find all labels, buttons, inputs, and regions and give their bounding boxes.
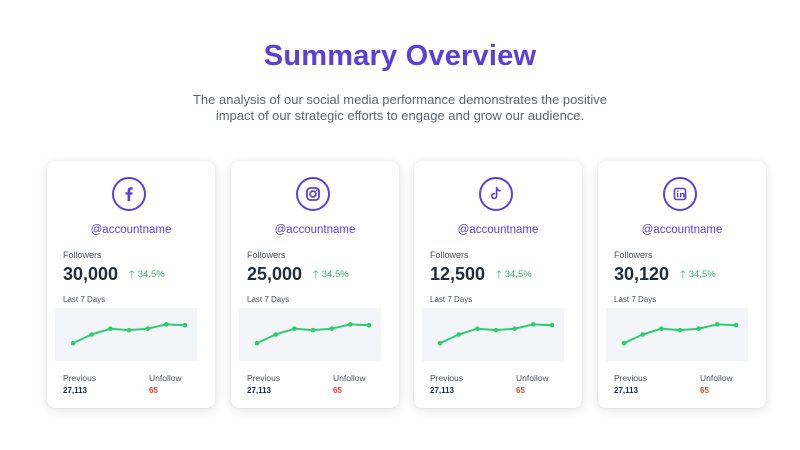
trend-point [108,326,113,331]
trend-point [456,332,461,337]
trend-point [366,322,372,328]
trend-point [329,326,334,331]
trend-point [70,340,76,346]
previous-label: Previous [430,373,464,383]
trend-chart [55,308,197,361]
previous-label: Previous [63,373,97,383]
instagram-icon[interactable] [296,177,330,211]
arrow-up-icon: 🡑 [129,268,135,281]
unfollow-label: Unfollow [149,373,182,383]
trend-point [273,332,278,337]
account-handle[interactable]: @accountname [457,224,539,236]
trend-point [640,332,645,337]
followers-count: 30,120 [614,264,670,284]
trend-point [696,326,701,331]
trend-point [531,322,536,327]
tiktok-icon[interactable] [479,177,513,211]
arrow-up-icon: 🡑 [496,268,502,281]
trend-point [164,322,169,327]
previous-value: 27,113 [430,386,455,395]
trend-svg [254,322,372,346]
trend-chart [606,308,748,361]
unfollow-label: Unfollow [700,373,733,383]
growth-value: 34,5% [321,269,349,280]
followers-count: 30,000 [63,264,119,284]
previous-value: 27,113 [247,386,272,395]
card-linkedin: @accountname Followers 30,120 🡑 34,5% La… [598,161,766,408]
unfollow-value: 65 [516,386,525,395]
unfollow-label: Unfollow [333,373,366,383]
previous-value: 27,113 [63,386,88,395]
growth-value: 34,5% [137,269,165,280]
followers-count: 25,000 [247,264,303,284]
trend-point [475,326,480,331]
trend-svg [70,322,188,346]
trend-point [512,326,517,331]
trend-point [182,322,188,328]
growth-value: 34,5% [504,269,532,280]
trend-point [677,327,683,333]
trend-point [348,322,353,327]
facebook-icon[interactable] [112,177,146,211]
trend-point [437,340,443,346]
last7-label: Last 7 Days [247,295,290,304]
followers-label: Followers [430,250,469,260]
previous-label: Previous [247,373,281,383]
trend-point [715,322,720,327]
last7-label: Last 7 Days [430,295,473,304]
card-facebook: @accountname Followers 30,000 🡑 34,5% La… [47,161,215,408]
followers-label: Followers [63,250,102,260]
arrow-up-icon: 🡑 [313,268,319,281]
previous-value: 27,113 [614,386,639,395]
growth-indicator: 🡑 34,5% [680,269,716,280]
growth-value: 34,5% [688,269,716,280]
unfollow-value: 65 [333,386,342,395]
account-handle[interactable]: @accountname [641,224,723,236]
trend-point [621,340,627,346]
account-handle[interactable]: @accountname [90,224,172,236]
trend-point [493,327,499,333]
growth-indicator: 🡑 34,5% [129,269,165,280]
trend-svg [621,322,739,346]
card-tiktok: @accountname Followers 12,500 🡑 34,5% La… [414,161,582,408]
page-title: Summary Overview [263,40,537,72]
trend-point [89,332,94,337]
growth-indicator: 🡑 34,5% [496,269,532,280]
followers-label: Followers [247,250,286,260]
trend-point [659,326,664,331]
last7-label: Last 7 Days [614,295,657,304]
unfollow-value: 65 [149,386,158,395]
trend-chart [239,308,381,361]
unfollow-value: 65 [700,386,709,395]
trend-chart [422,308,564,361]
cards-row: @accountname Followers 30,000 🡑 34,5% La… [47,161,767,408]
growth-indicator: 🡑 34,5% [313,269,349,280]
previous-label: Previous [614,373,648,383]
trend-point [145,326,150,331]
last7-label: Last 7 Days [63,295,106,304]
card-instagram: @accountname Followers 25,000 🡑 34,5% La… [231,161,399,408]
trend-point [254,340,260,346]
trend-point [733,322,739,328]
account-handle[interactable]: @accountname [274,224,356,236]
page-subtitle: The analysis of our social media perform… [192,92,608,123]
followers-count: 12,500 [430,264,486,284]
trend-point [310,327,316,333]
trend-point [549,322,555,328]
unfollow-label: Unfollow [516,373,549,383]
linkedin-icon[interactable] [663,177,697,211]
trend-point [126,327,132,333]
trend-point [292,326,297,331]
trend-svg [437,322,555,346]
followers-label: Followers [614,250,653,260]
arrow-up-icon: 🡑 [680,268,686,281]
